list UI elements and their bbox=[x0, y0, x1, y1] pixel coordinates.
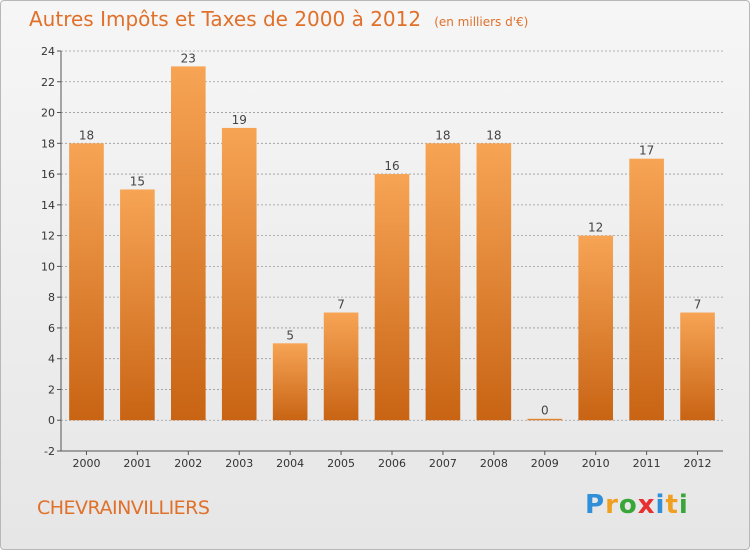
x-tick-label: 2006 bbox=[378, 457, 406, 470]
x-tick-label: 2010 bbox=[582, 457, 610, 470]
y-tick-label: 20 bbox=[41, 107, 55, 120]
bar-2001 bbox=[120, 189, 155, 421]
y-tick-label: 16 bbox=[41, 168, 55, 181]
y-tick-label: 18 bbox=[41, 137, 55, 150]
bar-2006 bbox=[374, 174, 410, 421]
bar-2012 bbox=[680, 312, 715, 421]
y-tick-label: 10 bbox=[41, 260, 55, 273]
y-tick-label: 2 bbox=[48, 383, 55, 396]
commune-name: CHEVRAINVILLIERS bbox=[37, 497, 210, 519]
data-label-2008: 18 bbox=[486, 128, 501, 142]
data-labels: 18 15 23 19 5 7 16 18 18 0 12 17 7 bbox=[79, 51, 702, 417]
x-tick-label: 2005 bbox=[327, 457, 355, 470]
y-tick-label: 0 bbox=[48, 414, 55, 427]
bar-2011 bbox=[629, 158, 664, 421]
x-tick-label: 2002 bbox=[174, 457, 202, 470]
bar-2005 bbox=[323, 312, 359, 421]
data-label-2005: 7 bbox=[337, 298, 345, 312]
y-tick-label: -2 bbox=[44, 445, 55, 458]
data-label-2000: 18 bbox=[79, 128, 94, 142]
y-tick-label: 6 bbox=[48, 322, 55, 335]
data-label-2012: 7 bbox=[694, 298, 702, 312]
bar-2002 bbox=[170, 66, 206, 421]
x-tick-label: 2003 bbox=[225, 457, 253, 470]
y-tick-label: 24 bbox=[41, 45, 55, 58]
logo-letter: i bbox=[655, 490, 666, 520]
logo-letter: x bbox=[637, 490, 656, 520]
x-tick-label: 2000 bbox=[72, 457, 100, 470]
x-tick-label: 2011 bbox=[633, 457, 661, 470]
data-label-2002: 23 bbox=[181, 51, 196, 65]
logo-letter: t bbox=[665, 490, 679, 520]
y-tick-label: 22 bbox=[41, 76, 55, 89]
x-tick-label: 2012 bbox=[684, 457, 712, 470]
data-label-2001: 15 bbox=[130, 174, 145, 188]
logo-letter: P bbox=[585, 490, 606, 520]
bar-2008 bbox=[476, 143, 512, 421]
x-tick-label: 2007 bbox=[429, 457, 457, 470]
data-label-2007: 18 bbox=[435, 128, 450, 142]
proxiti-logo[interactable]: Proxiti bbox=[585, 490, 689, 520]
y-tick-label: 8 bbox=[48, 291, 55, 304]
x-tick-label: 2009 bbox=[531, 457, 559, 470]
bars bbox=[69, 66, 715, 421]
bar-2010 bbox=[578, 235, 614, 421]
y-tick-label: 14 bbox=[41, 199, 55, 212]
chart-title: Autres Impôts et Taxes de 2000 à 2012 bbox=[29, 7, 422, 31]
x-tick-label: 2008 bbox=[480, 457, 508, 470]
data-label-2011: 17 bbox=[639, 144, 654, 158]
data-label-2010: 12 bbox=[588, 221, 603, 235]
y-tick-label: 12 bbox=[41, 230, 55, 243]
x-tick-label: 2001 bbox=[123, 457, 151, 470]
data-label-2006: 16 bbox=[384, 159, 399, 173]
bar-2004 bbox=[272, 343, 308, 421]
title-row: Autres Impôts et Taxes de 2000 à 2012 (e… bbox=[29, 7, 528, 31]
logo-letter: i bbox=[678, 490, 689, 520]
data-label-2003: 19 bbox=[232, 113, 247, 127]
y-tick-label: 4 bbox=[48, 353, 55, 366]
bar-2003 bbox=[221, 127, 257, 421]
data-label-2004: 5 bbox=[286, 328, 294, 342]
x-tick-label: 2004 bbox=[276, 457, 304, 470]
bar-2009 bbox=[527, 418, 563, 421]
chart-unit: (en milliers d'€) bbox=[434, 15, 529, 29]
logo-letter: r bbox=[605, 490, 619, 520]
logo-letter: o bbox=[618, 490, 638, 520]
bar-2000 bbox=[69, 143, 104, 421]
bar-2007 bbox=[425, 143, 461, 421]
data-label-2009: 0 bbox=[541, 404, 549, 418]
